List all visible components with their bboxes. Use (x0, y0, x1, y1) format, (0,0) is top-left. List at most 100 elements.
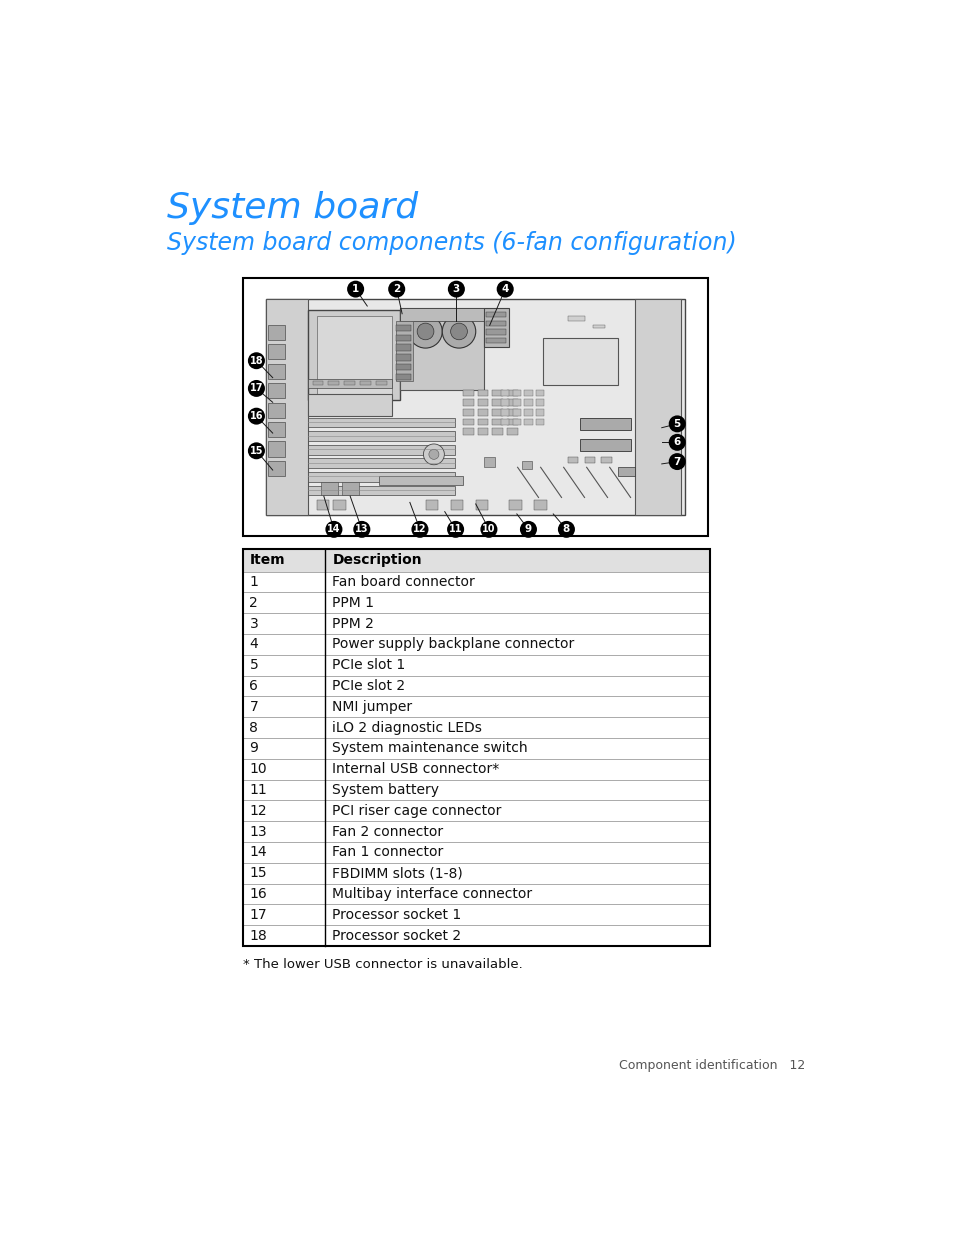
Bar (536, 409, 544, 415)
Text: Component identification   12: Component identification 12 (618, 1060, 804, 1072)
Text: 12: 12 (249, 804, 267, 818)
Bar (507, 409, 517, 415)
Circle shape (409, 315, 442, 348)
Bar (512, 399, 520, 406)
Circle shape (558, 521, 575, 537)
Circle shape (480, 521, 497, 537)
Text: PCIe slot 1: PCIe slot 1 (332, 658, 405, 672)
Text: 12: 12 (413, 525, 426, 535)
Bar (600, 457, 611, 463)
Circle shape (248, 442, 265, 459)
Bar (463, 390, 473, 396)
Bar (524, 399, 532, 406)
Text: 17: 17 (250, 383, 263, 394)
Bar (334, 500, 346, 510)
Text: 14: 14 (327, 525, 340, 535)
Text: 14: 14 (249, 846, 267, 860)
Text: Processor socket 1: Processor socket 1 (332, 908, 461, 921)
Bar (542, 338, 618, 385)
Bar (308, 310, 400, 400)
Bar (316, 316, 392, 394)
Text: 15: 15 (249, 866, 267, 881)
Bar (524, 419, 532, 425)
Bar (483, 308, 509, 347)
Bar (634, 299, 680, 515)
Text: PCI riser cage connector: PCI riser cage connector (332, 804, 501, 818)
Bar (395, 335, 411, 341)
Text: 7: 7 (249, 700, 258, 714)
Text: 11: 11 (249, 783, 267, 797)
Bar (492, 390, 502, 396)
Bar (243, 718, 709, 739)
Text: 1: 1 (249, 576, 258, 589)
Bar (375, 382, 386, 385)
Text: System battery: System battery (332, 783, 439, 797)
Bar (500, 390, 509, 396)
Bar (500, 399, 509, 406)
Bar (268, 403, 285, 417)
Bar (243, 572, 709, 593)
Bar (243, 676, 709, 697)
Bar (536, 390, 544, 396)
Bar (567, 342, 593, 348)
Bar (243, 842, 709, 863)
Bar (521, 461, 532, 469)
Bar (463, 399, 473, 406)
Text: 8: 8 (249, 721, 258, 735)
Bar (243, 925, 709, 946)
Text: Power supply backplane connector: Power supply backplane connector (332, 637, 574, 652)
Text: * The lower USB connector is unavailable.: * The lower USB connector is unavailable… (243, 958, 522, 971)
Bar (486, 330, 506, 335)
Bar (395, 373, 411, 380)
Bar (344, 382, 355, 385)
Bar (243, 548, 709, 946)
Text: Item: Item (249, 553, 285, 567)
Circle shape (519, 521, 537, 537)
Bar (243, 614, 709, 634)
Text: 8: 8 (562, 525, 570, 535)
Bar (308, 431, 455, 441)
Text: System board components (6-fan configuration): System board components (6-fan configura… (167, 231, 737, 256)
Text: 2: 2 (393, 284, 400, 294)
Bar (395, 364, 411, 370)
Text: 10: 10 (249, 762, 267, 777)
Bar (266, 299, 684, 515)
Bar (360, 382, 371, 385)
Circle shape (447, 521, 464, 537)
Circle shape (442, 315, 476, 348)
Bar (400, 308, 483, 321)
Text: 18: 18 (249, 929, 267, 942)
Circle shape (353, 521, 370, 537)
Bar (476, 500, 488, 510)
Bar (477, 390, 488, 396)
Bar (593, 353, 609, 362)
Bar (243, 863, 709, 883)
Circle shape (668, 415, 685, 432)
Bar (268, 422, 285, 437)
Bar (486, 338, 506, 343)
Bar (243, 593, 709, 614)
Bar (507, 419, 517, 425)
Circle shape (416, 324, 434, 340)
Bar (243, 548, 709, 572)
Text: 6: 6 (249, 679, 258, 693)
Text: Fan board connector: Fan board connector (332, 576, 475, 589)
Bar (379, 475, 463, 484)
Bar (308, 458, 455, 468)
Bar (477, 409, 488, 415)
Text: Processor socket 2: Processor socket 2 (332, 929, 461, 942)
Text: 7: 7 (673, 457, 680, 467)
Bar (486, 312, 506, 317)
Bar (579, 440, 630, 451)
Bar (308, 379, 392, 388)
Bar (395, 321, 413, 382)
Bar (308, 472, 455, 482)
Bar (486, 321, 506, 326)
Bar (450, 500, 463, 510)
Text: 5: 5 (249, 658, 258, 672)
Bar (512, 409, 520, 415)
Text: PPM 1: PPM 1 (332, 595, 374, 610)
Bar (243, 800, 709, 821)
Bar (243, 634, 709, 655)
Bar (400, 308, 483, 390)
